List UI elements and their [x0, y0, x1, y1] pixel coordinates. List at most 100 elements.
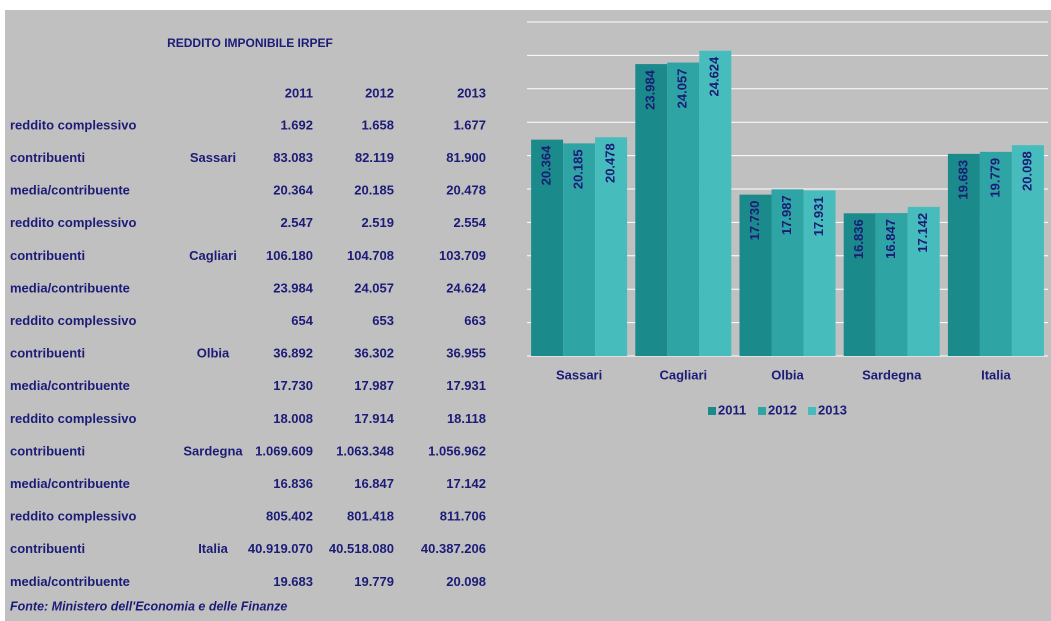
- column-header: 2011: [285, 85, 313, 100]
- cell-value: 20.185: [354, 183, 394, 198]
- data-label: 19.683: [955, 160, 970, 200]
- data-label: 17.142: [915, 213, 930, 253]
- cell-value: 801.418: [347, 509, 394, 524]
- cell-value: 2.519: [361, 215, 394, 230]
- cell-value: 1.056.962: [428, 443, 486, 458]
- bar: [739, 194, 772, 356]
- cell-value: 1.063.348: [336, 443, 394, 458]
- cell-value: 20.098: [446, 574, 486, 589]
- data-label: 24.624: [707, 56, 722, 97]
- cell-value: 17.931: [446, 378, 486, 393]
- region-label: Olbia: [197, 346, 230, 361]
- bar: [595, 137, 628, 356]
- row-label: reddito complessivo: [10, 313, 136, 328]
- row-label: reddito complessivo: [10, 411, 136, 426]
- cell-value: 653: [372, 313, 394, 328]
- cell-value: 1.658: [361, 117, 394, 132]
- cell-value: 811.706: [440, 509, 486, 524]
- row-label: reddito complessivo: [10, 215, 136, 230]
- cell-value: 20.478: [446, 183, 486, 198]
- data-label: 17.931: [811, 196, 826, 236]
- cell-value: 24.057: [354, 280, 394, 295]
- row-label: contribuenti: [10, 541, 85, 556]
- row-label: reddito complessivo: [10, 509, 136, 524]
- cell-value: 23.984: [273, 280, 314, 295]
- legend-swatch: [708, 407, 716, 415]
- data-label: 24.057: [675, 69, 690, 109]
- bar: [947, 153, 980, 356]
- data-label: 17.730: [747, 201, 762, 241]
- x-tick-label: Sardegna: [862, 367, 922, 382]
- cell-value: 654: [291, 313, 313, 328]
- data-label: 16.836: [851, 219, 866, 259]
- data-label: 20.098: [1019, 151, 1034, 191]
- cell-value: 17.987: [354, 378, 394, 393]
- legend-label: 2012: [768, 402, 797, 417]
- row-label: media/contribuente: [10, 183, 130, 198]
- bar: [635, 64, 668, 357]
- cell-value: 82.119: [355, 150, 394, 165]
- column-header: 2012: [365, 85, 394, 100]
- cell-value: 20.364: [273, 183, 314, 198]
- bar: [907, 206, 940, 356]
- bar: [1011, 145, 1044, 356]
- legend-swatch: [808, 407, 816, 415]
- cell-value: 17.142: [446, 476, 486, 491]
- x-tick-label: Olbia: [771, 367, 804, 382]
- row-label: contribuenti: [10, 443, 85, 458]
- cell-value: 18.008: [273, 411, 313, 426]
- column-header: 2013: [457, 85, 486, 100]
- bar: [843, 213, 876, 356]
- cell-value: 16.836: [273, 476, 313, 491]
- legend-swatch: [758, 407, 766, 415]
- legend-label: 2013: [818, 402, 847, 417]
- cell-value: 18.118: [447, 411, 486, 426]
- cell-value: 83.083: [273, 150, 313, 165]
- cell-value: 2.554: [453, 215, 486, 230]
- cell-value: 104.708: [347, 248, 394, 263]
- cell-value: 40.518.080: [329, 541, 394, 556]
- cell-value: 81.900: [446, 150, 486, 165]
- bar: [667, 62, 700, 357]
- x-tick-label: Cagliari: [659, 367, 707, 382]
- bar: [771, 189, 804, 356]
- cell-value: 1.677: [453, 117, 486, 132]
- cell-value: 40.387.206: [421, 541, 486, 556]
- cell-value: 24.624: [446, 280, 487, 295]
- data-label: 16.847: [883, 219, 898, 259]
- row-label: contribuenti: [10, 150, 85, 165]
- row-label: reddito complessivo: [10, 117, 136, 132]
- row-label: contribuenti: [10, 346, 85, 361]
- region-label: Cagliari: [189, 248, 237, 263]
- data-label: 20.478: [603, 143, 618, 183]
- region-label: Sassari: [190, 150, 236, 165]
- cell-value: 1.069.609: [255, 443, 313, 458]
- cell-value: 36.892: [273, 346, 313, 361]
- cell-value: 17.730: [273, 378, 313, 393]
- bar: [803, 190, 836, 356]
- cell-value: 17.914: [354, 411, 395, 426]
- cell-value: 663: [464, 313, 486, 328]
- bar: [699, 50, 732, 356]
- row-label: media/contribuente: [10, 476, 130, 491]
- data-label: 23.984: [643, 69, 658, 110]
- x-tick-label: Sassari: [556, 367, 602, 382]
- legend-label: 2011: [718, 402, 746, 417]
- cell-value: 16.847: [354, 476, 394, 491]
- cell-value: 106.180: [266, 248, 313, 263]
- cell-value: 805.402: [266, 509, 313, 524]
- row-label: contribuenti: [10, 248, 85, 263]
- row-label: media/contribuente: [10, 574, 130, 589]
- data-label: 20.364: [539, 145, 554, 186]
- region-label: Sardegna: [183, 443, 243, 458]
- region-label: Italia: [198, 541, 228, 556]
- bar: [531, 139, 564, 356]
- cell-value: 1.692: [280, 117, 313, 132]
- row-label: media/contribuente: [10, 378, 130, 393]
- cell-value: 19.779: [354, 574, 394, 589]
- x-tick-label: Italia: [981, 367, 1011, 382]
- bar: [875, 213, 908, 356]
- cell-value: 103.709: [439, 248, 486, 263]
- cell-value: 19.683: [273, 574, 313, 589]
